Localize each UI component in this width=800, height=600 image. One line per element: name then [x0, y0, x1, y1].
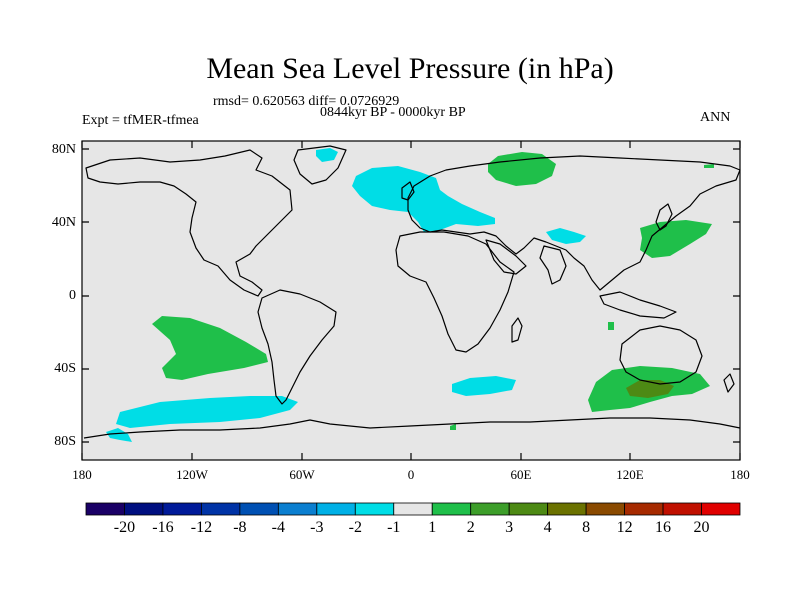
- coastlines: [83, 145, 741, 439]
- siberia-high: [488, 152, 556, 186]
- arabia-coast: [485, 239, 527, 275]
- colorbar-swatch: [470, 502, 510, 516]
- colorbar: [85, 502, 741, 516]
- colorbar-swatch: [162, 502, 202, 516]
- north-america-coast: [85, 149, 293, 297]
- colorbar-swatch: [277, 502, 318, 516]
- colorbar-swatch: [201, 502, 241, 516]
- colorbar-swatch: [662, 502, 702, 516]
- colorbar-label: 16: [655, 519, 672, 536]
- greenland-low: [316, 148, 338, 162]
- experiment-label: Expt = tfMER-tfmea: [82, 113, 199, 128]
- ross-low: [106, 428, 132, 442]
- new-zealand-coast: [723, 373, 735, 393]
- india-coast: [539, 245, 567, 285]
- season-label: ANN: [700, 110, 731, 125]
- south-indian-low: [452, 376, 516, 396]
- colorbar-label: 20: [693, 519, 710, 536]
- colorbar-label: -4: [271, 519, 285, 536]
- south-america-coast: [257, 289, 337, 405]
- japan-coast: [655, 203, 673, 231]
- period-label: 0844kyr BP - 0000kyr BP: [320, 105, 466, 120]
- lon-label: 120W: [176, 467, 208, 482]
- colorbar-swatch: [239, 502, 279, 516]
- small-high-1: [608, 322, 614, 330]
- lon-label: 60E: [510, 467, 532, 482]
- lat-label: 40N: [51, 215, 76, 230]
- north-pacific-high: [640, 220, 712, 258]
- colorbar-label: -8: [233, 519, 247, 536]
- south-east-pacific-high: [152, 316, 268, 380]
- madagascar-coast: [511, 317, 523, 343]
- negative-anomaly-regions: [106, 148, 586, 442]
- colorbar-swatch: [431, 502, 472, 516]
- lon-label: 0: [407, 467, 415, 482]
- greenland-coast: [293, 145, 347, 185]
- colorbar-swatch: [547, 502, 587, 516]
- eurasia-coast: [407, 155, 741, 291]
- colorbar-label: 3: [505, 519, 514, 536]
- small-high-2: [450, 424, 456, 430]
- lon-label: 60W: [289, 467, 315, 482]
- lat-label: 80S: [54, 434, 76, 449]
- positive-anomaly-regions: [152, 152, 714, 430]
- colorbar-label: 4: [543, 519, 552, 536]
- africa-coast: [395, 231, 515, 353]
- colorbar-swatch: [585, 502, 625, 516]
- colorbar-swatch: [393, 502, 433, 516]
- colorbar-swatch: [316, 502, 356, 516]
- colorbar-label: -12: [190, 519, 213, 536]
- lon-label: 180: [72, 467, 92, 482]
- stats-line: rmsd= 0.620563 diff= 0.0726929: [213, 94, 400, 109]
- arabian-low: [546, 228, 586, 244]
- colorbar-label: -2: [348, 519, 362, 536]
- north-atlantic-low: [352, 166, 495, 232]
- lat-label: 40S: [54, 361, 76, 376]
- colorbar-label: 12: [616, 519, 633, 536]
- lon-label: 180: [730, 467, 750, 482]
- colorbar-swatch: [124, 502, 164, 516]
- australia-high-core: [626, 380, 674, 398]
- colorbar-swatch: [624, 502, 664, 516]
- small-high-3: [704, 164, 714, 168]
- map-title: Mean Sea Level Pressure (in hPa): [206, 52, 614, 85]
- colorbar-label: -16: [152, 519, 174, 536]
- antarctica-coast: [83, 417, 741, 439]
- uk-coast: [401, 181, 415, 201]
- colorbar-label: 1: [428, 519, 437, 536]
- colorbar-label: -20: [113, 519, 136, 536]
- colorbar-swatch: [354, 502, 395, 516]
- colorbar-swatch: [85, 502, 125, 516]
- colorbar-swatch: [701, 502, 741, 516]
- colorbar-swatch: [508, 502, 549, 516]
- lat-label: 80N: [51, 142, 76, 157]
- colorbar-label: -3: [310, 519, 324, 536]
- colorbar-label: -1: [387, 519, 401, 536]
- australia-coast: [619, 325, 703, 385]
- colorbar-label: 2: [466, 519, 475, 536]
- colorbar-label: 8: [582, 519, 591, 536]
- lon-label: 120E: [616, 467, 644, 482]
- south-pacific-low: [116, 396, 298, 428]
- lat-label: 0: [69, 288, 76, 303]
- maritime-continent-coast: [599, 291, 677, 319]
- map-frame: [81, 140, 741, 461]
